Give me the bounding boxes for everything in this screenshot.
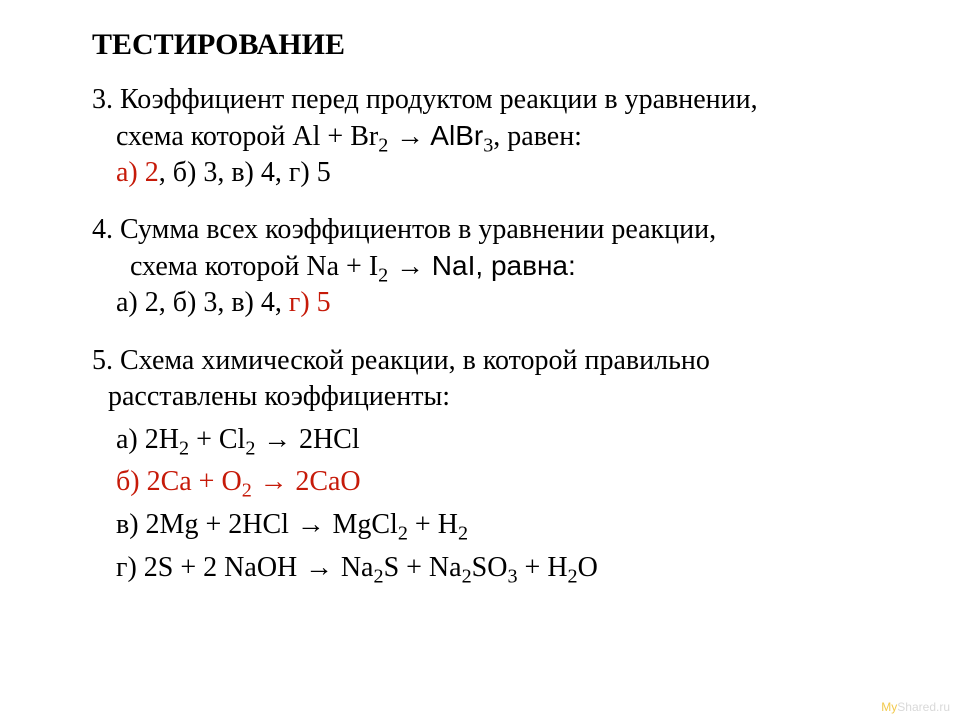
q5a-arr: → (255, 423, 299, 454)
q3-answer-rest: , б) 3, в) 4, г) 5 (159, 157, 331, 188)
q5d-p3: SO (472, 552, 508, 583)
q3-l2-post: , равен: (493, 121, 582, 152)
q5b-arr: → (252, 465, 296, 496)
q3-l2-pre: схема которой Al + Br (116, 121, 378, 152)
slide-title: ТЕСТИРОВАНИЕ (92, 28, 960, 62)
q4-line2: схема которой Na + I2 → NaI, равна: (92, 248, 960, 285)
q5c-s2: 2 (458, 523, 468, 545)
q5d-p1: Na (341, 552, 374, 583)
q3-l2-mid: → AlBr (388, 120, 483, 151)
q5a-mid: + Cl (189, 424, 245, 455)
q4-l2-mid: → NaI, равна: (388, 250, 576, 281)
q4-text1: Сумма всех коэффициентов в уравнении реа… (120, 214, 716, 245)
q3-l2-s2: 3 (483, 134, 493, 156)
q5c-s1: 2 (398, 523, 408, 545)
q5d-pre: г) 2S + 2 NaOH (116, 552, 297, 583)
q5-opt-c: в) 2Mg + 2HCl → MgCl2 + H2 (92, 506, 960, 543)
q5d-p4: + H (518, 552, 568, 583)
q5a-post: 2HCl (299, 424, 360, 455)
q3-l2-s1: 2 (378, 134, 388, 156)
q4-number: 4. (92, 214, 113, 245)
q3-answers: а) 2, б) 3, в) 4, г) 5 (92, 155, 960, 191)
watermark: MyShared.ru (881, 700, 950, 714)
watermark-shared: Shared.ru (897, 700, 950, 714)
q5b-post: 2CaO (295, 466, 360, 497)
q3-answer-correct: а) 2 (116, 157, 159, 188)
q5c-pre: в) 2Mg + 2HCl (116, 509, 289, 540)
q5c-mid2: + H (408, 509, 458, 540)
q5d-s1: 2 (373, 566, 383, 588)
q5-number: 5. (92, 345, 113, 376)
q5b-s1: 2 (242, 480, 252, 502)
q5c-mid: MgCl (332, 509, 397, 540)
q3-text1: Коэффициент перед продуктом реакции в ур… (120, 84, 758, 115)
q5c-arr: → (289, 508, 333, 539)
q5b-pre: б) 2Ca + O (116, 466, 242, 497)
q5-line2: расставлены коэффициенты: (92, 379, 960, 415)
q4-line1: 4. Сумма всех коэффициентов в уравнении … (92, 212, 960, 248)
q5d-s2: 2 (462, 566, 472, 588)
q5a-s2: 2 (245, 437, 255, 459)
q5-text1: Схема химической реакции, в которой прав… (120, 345, 710, 376)
gap-34 (92, 190, 960, 212)
q5d-s4: 2 (568, 566, 578, 588)
q4-answers: а) 2, б) 3, в) 4, г) 5 (92, 285, 960, 321)
q5d-arr: → (297, 551, 341, 582)
slide: ТЕСТИРОВАНИЕ 3. Коэффициент перед продук… (0, 0, 960, 720)
q5d-p2: S + Na (384, 552, 462, 583)
q5a-s1: 2 (179, 437, 189, 459)
q5-line1: 5. Схема химической реакции, в которой п… (92, 343, 960, 379)
q5-opt-a: а) 2H2 + Cl2 → 2HCl (92, 421, 960, 458)
q4-answer-correct: г) 5 (289, 287, 331, 318)
q5d-s3: 3 (507, 566, 517, 588)
q5-opt-d: г) 2S + 2 NaOH → Na2S + Na2SO3 + H2O (92, 549, 960, 586)
q4-answer-rest-pre: а) 2, б) 3, в) 4, (116, 287, 289, 318)
q3-line1: 3. Коэффициент перед продуктом реакции в… (92, 82, 960, 118)
q4-l2-pre: схема которой Na + I (130, 251, 378, 282)
q5d-p5: O (578, 552, 598, 583)
q5a-pre: а) 2H (116, 424, 179, 455)
q3-line2: схема которой Al + Br2 → AlBr3, равен: (92, 118, 960, 155)
q4-l2-s1: 2 (378, 265, 388, 287)
gap-45 (92, 321, 960, 343)
q3-number: 3. (92, 84, 113, 115)
watermark-my: My (881, 700, 897, 714)
q5-opt-b: б) 2Ca + O2 → 2CaO (92, 463, 960, 500)
